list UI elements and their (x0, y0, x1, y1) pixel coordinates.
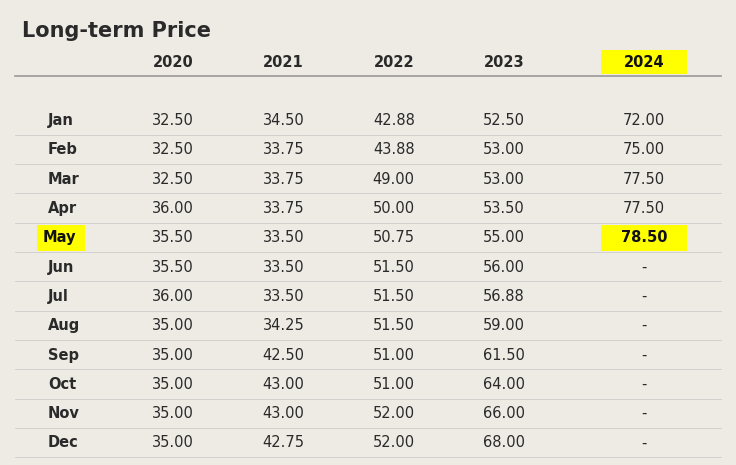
Text: 2023: 2023 (484, 55, 525, 70)
Text: 33.50: 33.50 (263, 230, 304, 246)
Text: Nov: Nov (48, 406, 79, 421)
Text: -: - (641, 347, 647, 363)
Text: 35.50: 35.50 (152, 230, 194, 246)
Text: 2022: 2022 (373, 55, 414, 70)
Text: 2020: 2020 (152, 55, 194, 70)
Text: 52.50: 52.50 (483, 113, 526, 128)
Text: 77.50: 77.50 (623, 201, 665, 216)
Text: 53.00: 53.00 (484, 172, 525, 187)
Text: 35.50: 35.50 (152, 259, 194, 275)
Text: Mar: Mar (48, 172, 79, 187)
Text: 36.00: 36.00 (152, 289, 194, 304)
Text: 66.00: 66.00 (483, 406, 526, 421)
Text: 51.50: 51.50 (373, 289, 414, 304)
Text: 36.00: 36.00 (152, 201, 194, 216)
Text: 33.50: 33.50 (263, 289, 304, 304)
Text: 42.88: 42.88 (373, 113, 414, 128)
Text: 56.00: 56.00 (483, 259, 526, 275)
Text: 2024: 2024 (623, 55, 665, 70)
Text: -: - (641, 259, 647, 275)
Text: 33.75: 33.75 (263, 201, 304, 216)
Text: 51.00: 51.00 (372, 347, 415, 363)
Text: 52.00: 52.00 (372, 435, 415, 451)
Text: 56.88: 56.88 (484, 289, 525, 304)
Text: 33.50: 33.50 (263, 259, 304, 275)
Text: 32.50: 32.50 (152, 142, 194, 158)
Text: 32.50: 32.50 (152, 172, 194, 187)
Text: 42.75: 42.75 (262, 435, 305, 451)
Text: 49.00: 49.00 (372, 172, 415, 187)
Text: 35.00: 35.00 (152, 406, 194, 421)
Text: 53.00: 53.00 (484, 142, 525, 158)
Text: 75.00: 75.00 (623, 142, 665, 158)
Text: 59.00: 59.00 (483, 318, 526, 333)
Text: 43.88: 43.88 (373, 142, 414, 158)
Text: 32.50: 32.50 (152, 113, 194, 128)
Text: 33.75: 33.75 (263, 142, 304, 158)
Text: 72.00: 72.00 (623, 113, 665, 128)
Text: 51.50: 51.50 (373, 259, 414, 275)
Text: -: - (641, 435, 647, 451)
Text: 35.00: 35.00 (152, 435, 194, 451)
Text: 61.50: 61.50 (484, 347, 525, 363)
Text: Apr: Apr (48, 201, 77, 216)
Text: 42.50: 42.50 (262, 347, 305, 363)
Text: 50.00: 50.00 (372, 201, 415, 216)
Text: 35.00: 35.00 (152, 377, 194, 392)
Text: 55.00: 55.00 (483, 230, 526, 246)
Text: 51.00: 51.00 (372, 377, 415, 392)
Text: 64.00: 64.00 (483, 377, 526, 392)
Text: 34.25: 34.25 (263, 318, 304, 333)
Text: 35.00: 35.00 (152, 347, 194, 363)
Text: 2021: 2021 (263, 55, 304, 70)
Text: Feb: Feb (48, 142, 78, 158)
Text: -: - (641, 289, 647, 304)
Text: -: - (641, 318, 647, 333)
Text: Long-term Price: Long-term Price (22, 21, 211, 41)
Text: Jan: Jan (48, 113, 74, 128)
Text: 33.75: 33.75 (263, 172, 304, 187)
Text: 43.00: 43.00 (263, 377, 304, 392)
Text: 34.50: 34.50 (263, 113, 304, 128)
Text: Jun: Jun (48, 259, 74, 275)
Text: 53.50: 53.50 (484, 201, 525, 216)
Text: 77.50: 77.50 (623, 172, 665, 187)
Text: Jul: Jul (48, 289, 68, 304)
Text: Dec: Dec (48, 435, 79, 451)
Text: Aug: Aug (48, 318, 80, 333)
Text: 78.50: 78.50 (620, 230, 668, 246)
Text: 52.00: 52.00 (372, 406, 415, 421)
Text: -: - (641, 406, 647, 421)
Text: Oct: Oct (48, 377, 76, 392)
Text: 51.50: 51.50 (373, 318, 414, 333)
Text: May: May (42, 230, 76, 246)
Text: Sep: Sep (48, 347, 79, 363)
Text: -: - (641, 377, 647, 392)
Text: 35.00: 35.00 (152, 318, 194, 333)
Text: 68.00: 68.00 (483, 435, 526, 451)
Text: 50.75: 50.75 (372, 230, 415, 246)
Text: 43.00: 43.00 (263, 406, 304, 421)
